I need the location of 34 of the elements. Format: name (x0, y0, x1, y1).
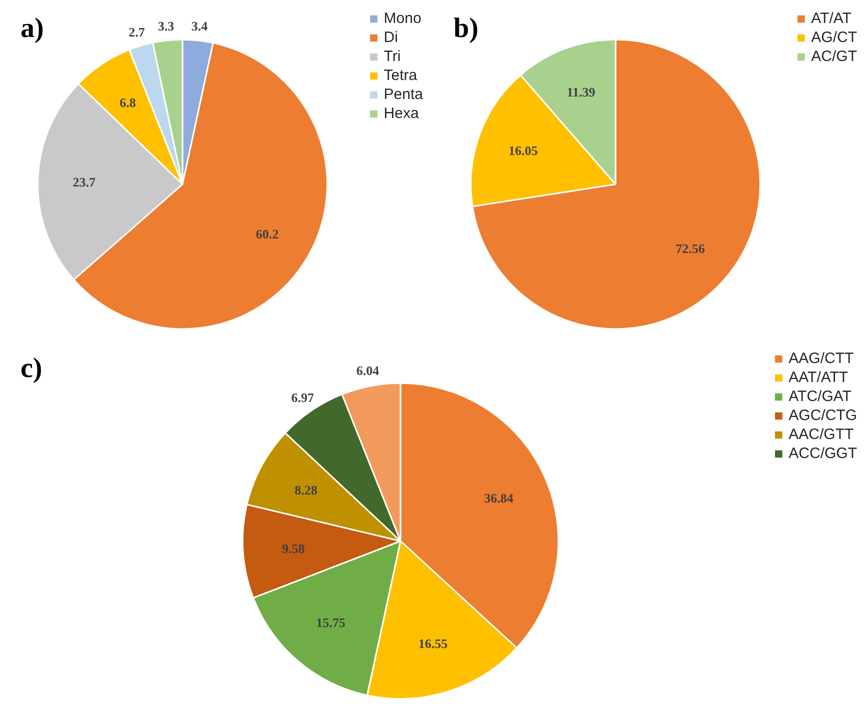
data-label: 2.7 (128, 24, 146, 40)
legend-label: Tetra (384, 67, 418, 84)
legend-label: Mono (384, 10, 422, 27)
data-label: 16.55 (418, 636, 448, 651)
legend-label: Di (384, 29, 399, 46)
legend-label: AAG/CTT (788, 350, 854, 367)
chart-title: c) (20, 353, 42, 384)
legend-label: AC/GT (811, 48, 857, 65)
data-label: 6.8 (120, 94, 136, 110)
data-label: 16.05 (508, 142, 538, 158)
legend-label: ATC/GAT (788, 388, 852, 405)
data-label: 3.3 (158, 18, 175, 34)
legend-label: AG/CT (811, 29, 857, 46)
legend-label: Hexa (384, 105, 419, 122)
data-label: 11.39 (566, 84, 596, 100)
data-label: 9.58 (282, 540, 306, 556)
legend-label: AAC/GTT (788, 426, 854, 443)
chart-title: b) (454, 13, 478, 44)
data-label: 15.75 (316, 615, 346, 630)
chart-title: a) (20, 13, 44, 44)
legend-label: Tri (384, 48, 402, 65)
data-label: 6.97 (291, 390, 315, 406)
data-label: 3.4 (191, 18, 208, 34)
data-label: 36.84 (484, 490, 514, 506)
legend-label: ACC/GGT (788, 445, 857, 462)
data-label: 23.7 (72, 174, 96, 190)
data-label: 6.04 (356, 362, 380, 378)
legend-label: AT/AT (811, 10, 852, 27)
data-label: 8.28 (294, 482, 318, 498)
data-label: 72.56 (676, 240, 706, 256)
data-label: 60.2 (256, 226, 279, 242)
legend-label: Penta (384, 86, 423, 103)
legend-label: AAT/ATT (788, 369, 848, 386)
legend-label: AGC/CTG (788, 407, 857, 424)
